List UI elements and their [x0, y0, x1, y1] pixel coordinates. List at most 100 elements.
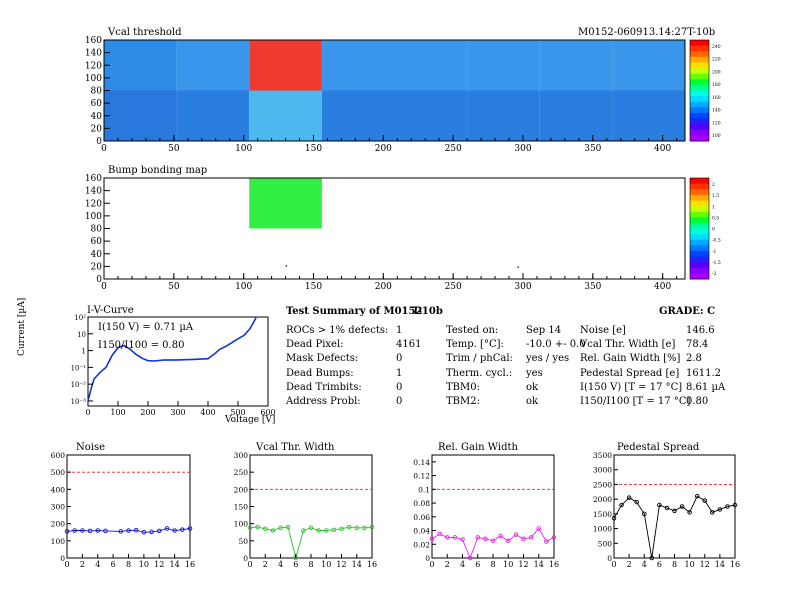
series-point [452, 535, 458, 540]
summary-label: TBM0: [446, 381, 480, 393]
summary-label: Dead Trimbits: [286, 381, 362, 393]
series-point [339, 526, 344, 532]
series-point [149, 529, 154, 535]
x-tick-label: 12 [336, 560, 346, 569]
series-line [66, 528, 191, 533]
palette-swatch [690, 96, 709, 103]
series-point [87, 528, 93, 534]
y-tick-label: 1 [82, 348, 86, 356]
palette-swatch [690, 267, 709, 274]
heatmap-cell [249, 40, 322, 91]
palette-swatch [690, 234, 709, 241]
y-tick-label: 80 [91, 87, 103, 97]
x-tick-label: 200 [375, 144, 392, 154]
y-tick-label: 500 [51, 468, 66, 477]
series-point [664, 505, 670, 511]
palette-swatch [690, 211, 709, 218]
y-tick-label: 0 [425, 554, 430, 563]
y-tick-label: 120 [85, 61, 102, 71]
series-point [285, 524, 291, 530]
x-tick-label: 4 [460, 560, 465, 569]
y-tick-label: 0 [96, 275, 102, 285]
y-tick-label: 150 [234, 503, 249, 512]
y-tick-label: 0 [96, 137, 102, 147]
y-tick-label: 40 [91, 112, 103, 122]
x-tick-label: 6 [657, 560, 662, 569]
summary-title: Test Summary of M0152 [286, 306, 423, 317]
y-tick-label: 100 [85, 74, 102, 84]
series-point [649, 555, 655, 561]
series-point [710, 510, 715, 515]
series-point [64, 529, 70, 534]
palette-label: 0.5 [712, 215, 719, 221]
series-point [551, 535, 557, 540]
x-tick-label: 10 [321, 560, 331, 569]
summary-label: Trim / phCal: [446, 353, 513, 365]
summary-value: 0 [396, 396, 403, 407]
series-point [172, 528, 177, 533]
series-point [467, 555, 473, 561]
heatmap-cell [539, 40, 613, 91]
iv-ylabel: Current [µA] [17, 297, 27, 356]
summary-label: Address Probl: [286, 396, 361, 407]
plot-frame [66, 454, 191, 559]
palette-swatch [690, 239, 709, 246]
y-tick-label: 500 [598, 539, 613, 548]
x-tick-label: 600 [260, 408, 275, 417]
palette-swatch [690, 217, 709, 224]
x-tick-label: 14 [534, 560, 544, 569]
palette-swatch [690, 135, 709, 142]
x-tick-label: 0 [85, 408, 90, 417]
gain-width-plot: 0 2 4 6 8 10 12 14 16 0 0.02 0.04 0.06 0.08 0.1 0.12 0.1… [413, 454, 559, 569]
noise-title: Noise [76, 442, 106, 453]
x-tick-label: 100 [110, 408, 125, 417]
palette-label: 100 [712, 133, 721, 139]
y-tick-label: 2000 [593, 495, 612, 504]
plot-frame [613, 454, 736, 559]
y-tick-label: 1000 [593, 525, 612, 534]
series-point [270, 528, 276, 533]
x-tick-label: 400 [200, 408, 215, 417]
y-tick-label: 2500 [593, 480, 612, 489]
series-point [513, 532, 519, 537]
palette-swatch [690, 79, 709, 86]
palette-swatch [690, 262, 709, 269]
palette-swatch [690, 101, 709, 108]
palette-label: 1.5 [712, 193, 719, 199]
heatmap-cell [539, 90, 613, 141]
x-tick-label: 2 [627, 560, 632, 569]
iv-xlabel: Voltage [V] [225, 415, 276, 425]
y-tick-label: 10⁻³ [71, 398, 87, 406]
y-tick-label: 0.1 [418, 485, 430, 494]
palette-label: -0.5 [712, 238, 721, 244]
y-tick-label: 50 [238, 537, 248, 546]
series-point [679, 504, 685, 509]
heatmap-cell [394, 90, 468, 141]
y-tick-label: 0.08 [413, 499, 430, 508]
palette-swatch [690, 222, 709, 229]
summary-label: Noise [e] [580, 325, 626, 336]
x-tick-label: 2 [263, 560, 268, 569]
series-point [255, 524, 260, 530]
palette-swatch [690, 183, 709, 190]
series-point [429, 536, 435, 542]
x-tick-label: 0 [247, 560, 252, 569]
x-tick-label: 0 [64, 560, 69, 569]
iv-plot: 0 100 200 300 400 500 600 10² 10 1 10⁻¹ 10⁻² 10⁻³ [71, 314, 276, 417]
palette-swatch [690, 245, 709, 252]
palette-swatch [690, 124, 709, 131]
series-line [249, 526, 373, 560]
palette-swatch [690, 68, 709, 75]
palette-label: 140 [712, 108, 721, 114]
x-tick-label: 100 [235, 282, 252, 292]
x-tick-label: 500 [230, 408, 245, 417]
series-point [95, 528, 100, 533]
x-tick-label: 0 [429, 560, 434, 569]
series-point [544, 539, 549, 544]
palette-swatch [690, 40, 709, 47]
summary-subtitle: T-10b [412, 306, 443, 317]
series-point [80, 528, 85, 533]
y-tick-label: 300 [51, 503, 66, 512]
series-point [118, 529, 124, 534]
heatmap-cell [321, 40, 395, 91]
